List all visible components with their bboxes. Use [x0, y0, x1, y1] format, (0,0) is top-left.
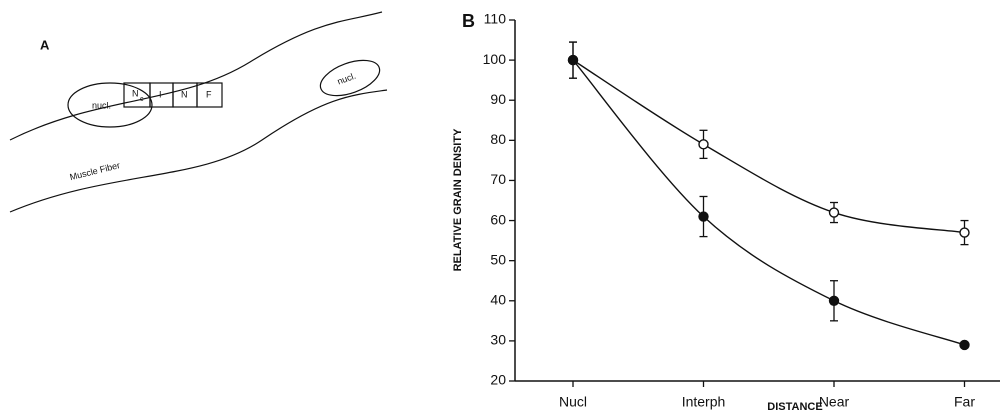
panel-a — [9, 11, 388, 213]
panel-label: B — [462, 11, 475, 31]
y-axis-label: RELATIVE GRAIN DENSITY — [452, 128, 464, 271]
y-tick-label: 80 — [490, 131, 506, 147]
fiber-edge — [9, 89, 388, 213]
x-tick-label: Near — [819, 394, 850, 410]
box-label: F — [206, 89, 212, 99]
marker — [959, 227, 970, 238]
x-axis-label: DISTANCE — [767, 401, 822, 413]
marker — [828, 207, 840, 218]
box — [196, 82, 223, 108]
fiber-edge — [9, 11, 383, 141]
y-tick-label: 40 — [490, 291, 506, 307]
y-tick-label: 70 — [490, 171, 506, 187]
box-label: I — [159, 89, 162, 99]
marker — [959, 339, 970, 351]
box-label: N — [181, 89, 188, 99]
series-line — [572, 59, 965, 346]
nucleus-label: nucl. — [336, 71, 357, 87]
y-tick-label: 110 — [484, 11, 507, 27]
marker — [567, 54, 579, 66]
marker — [698, 211, 709, 222]
y-tick-label: 100 — [483, 51, 507, 67]
series-line — [572, 59, 965, 234]
y-tick-label: 20 — [490, 372, 506, 388]
nucleus — [67, 82, 153, 128]
x-tick-label: Nucl — [559, 394, 587, 410]
marker — [828, 295, 840, 306]
y-tick-label: 30 — [490, 332, 506, 348]
fiber-label: Muscle Fiber — [69, 160, 121, 182]
nucleus — [319, 59, 381, 97]
x-tick-label: Interph — [682, 394, 726, 410]
y-tick-label: 90 — [490, 91, 506, 107]
y-tick-label: 60 — [490, 211, 506, 227]
box-subscript: c — [140, 96, 144, 103]
marker — [698, 139, 709, 150]
x-tick-label: Far — [954, 394, 975, 410]
nucleus-label: nucl. — [92, 100, 111, 110]
panel-label: A — [40, 37, 50, 52]
y-tick-label: 50 — [490, 251, 506, 267]
box-label: N — [132, 88, 139, 98]
